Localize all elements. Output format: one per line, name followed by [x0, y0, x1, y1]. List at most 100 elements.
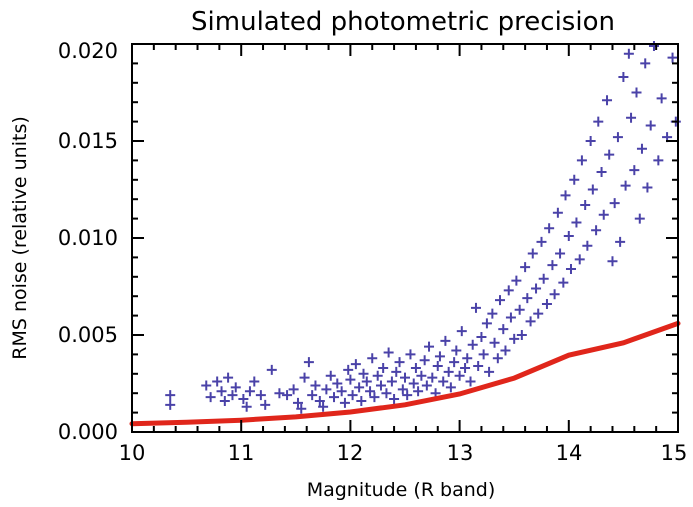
scatter-point: [604, 149, 615, 160]
scatter-point: [509, 333, 520, 344]
scatter-point: [580, 200, 591, 211]
scatter-point: [350, 359, 361, 370]
scatter-point: [618, 71, 629, 82]
scatter-point: [238, 394, 249, 405]
scatter-point: [443, 366, 454, 377]
scatter-point: [492, 353, 503, 364]
scatter-point: [227, 390, 238, 401]
scatter-point: [460, 362, 471, 373]
x-tick-label: 12: [337, 441, 364, 465]
scatter-point: [343, 364, 354, 375]
scatter-point: [339, 397, 350, 408]
scatter-point: [201, 380, 212, 391]
scatter-point: [427, 372, 438, 383]
x-tick-label: 15: [661, 441, 688, 465]
scatter-point: [216, 386, 227, 397]
x-tick-label: 10: [119, 441, 146, 465]
chart-title: Simulated photometric precision: [191, 7, 615, 37]
scatter-point: [609, 198, 620, 209]
scatter-point: [563, 231, 574, 242]
scatter-point: [653, 155, 664, 166]
scatter-point: [296, 403, 307, 414]
scatter-point: [410, 362, 421, 373]
scatter-point: [631, 87, 642, 98]
scatter-point: [321, 384, 332, 395]
scatter-point: [612, 132, 623, 143]
scatter-point: [358, 368, 369, 379]
scatter-point: [462, 353, 473, 364]
scatter-point: [212, 376, 223, 387]
scatter-point: [587, 184, 598, 195]
scatter-point: [470, 302, 481, 313]
scatter-point: [527, 248, 538, 259]
scatter-points: [165, 40, 681, 414]
scatter-point: [533, 308, 544, 319]
scatter-point: [473, 361, 484, 372]
scatter-point: [383, 347, 394, 358]
scatter-point: [266, 364, 277, 375]
scatter-point: [249, 376, 260, 387]
scatter-point: [500, 345, 511, 356]
scatter-point: [356, 395, 367, 406]
scatter-point: [565, 264, 576, 275]
scatter-point: [165, 390, 176, 401]
scatter-point: [552, 207, 563, 218]
scatter-point: [547, 260, 558, 271]
scatter-point: [560, 190, 571, 201]
scatter-point: [476, 331, 487, 342]
scatter-point: [288, 384, 299, 395]
scatter-point: [378, 362, 389, 373]
scatter-point: [400, 372, 410, 383]
scatter-point: [432, 361, 443, 372]
scatter-point: [408, 378, 419, 389]
scatter-point: [336, 386, 347, 397]
scatter-point: [544, 223, 555, 234]
scatter-point: [260, 399, 271, 410]
scatter-point: [667, 52, 678, 63]
scatter-point: [454, 370, 465, 381]
scatter-point: [405, 349, 416, 360]
noise-curve: [129, 320, 681, 427]
scatter-point: [219, 395, 230, 406]
scatter-point: [498, 324, 509, 335]
scatter-point: [372, 370, 383, 381]
y-tick-label: 0.020: [58, 39, 118, 63]
scatter-point: [307, 390, 318, 401]
scatter-point: [318, 401, 329, 412]
scatter-point: [541, 298, 552, 309]
scatter-point: [478, 349, 489, 360]
scatter-point: [299, 372, 310, 383]
scatter-point: [369, 392, 380, 403]
scatter-point: [520, 262, 531, 273]
scatter-point: [656, 93, 667, 104]
scatter-point: [629, 165, 640, 176]
scatter-point: [449, 357, 460, 368]
scatter-point: [416, 370, 427, 381]
scatter-point: [648, 40, 659, 51]
scatter-point: [511, 275, 522, 286]
scatter-point: [607, 256, 618, 267]
scatter-point: [241, 401, 252, 412]
y-tick-label: 0.000: [58, 420, 118, 444]
scatter-point: [642, 182, 653, 193]
scatter-point: [576, 155, 587, 166]
scatter-point: [421, 380, 432, 391]
scatter-point: [274, 388, 285, 399]
x-axis-ticks: [131, 44, 679, 432]
scatter-point: [456, 326, 467, 337]
scatter-point: [451, 345, 462, 356]
scatter-point: [255, 390, 266, 401]
scatter-point: [310, 380, 321, 391]
x-tick-labels: 10 11 12 13 14 15: [119, 441, 688, 465]
scatter-point: [440, 335, 451, 346]
x-tick-label: 14: [556, 441, 583, 465]
scatter-point: [505, 312, 516, 323]
scatter-point: [365, 386, 376, 397]
scatter-point: [623, 48, 634, 59]
scatter-point: [445, 382, 456, 393]
scatter-point: [465, 376, 476, 387]
scatter-point: [391, 366, 402, 377]
scatter-point: [434, 351, 445, 362]
scatter-point: [489, 337, 500, 348]
scatter-point: [636, 143, 647, 154]
